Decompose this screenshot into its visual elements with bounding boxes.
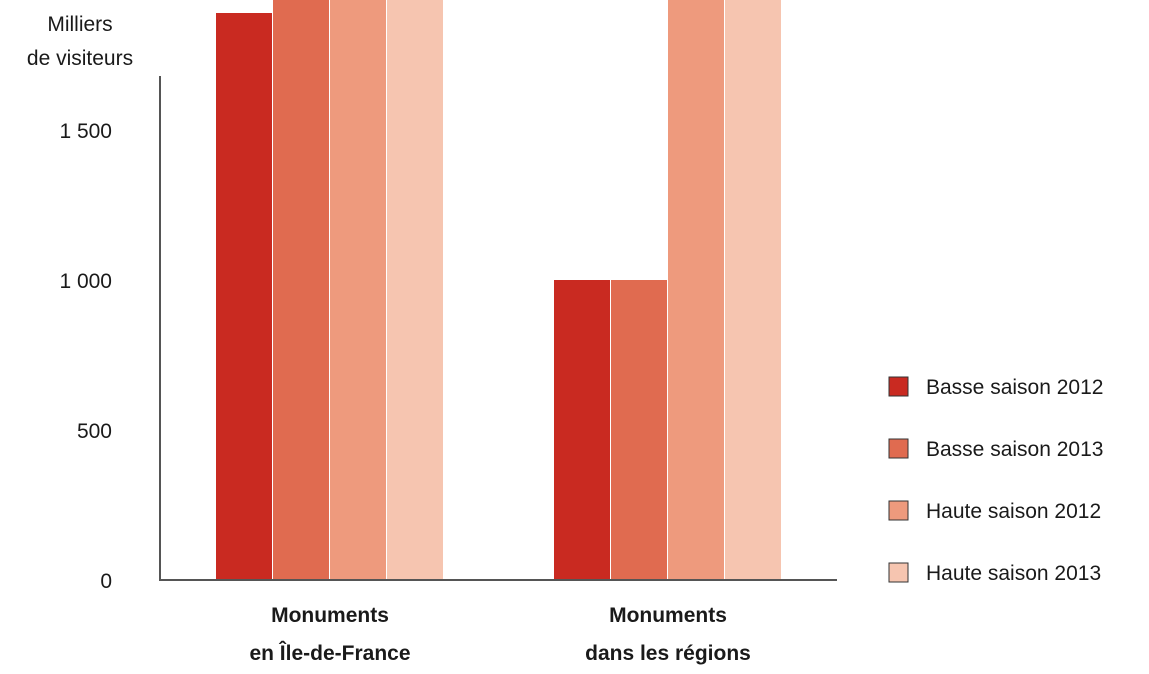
legend-item: Basse saison 2012 — [888, 376, 1103, 399]
x-category-label: Monuments — [609, 604, 727, 627]
legend-item: Basse saison 2013 — [888, 438, 1103, 461]
legend-label: Haute saison 2013 — [926, 562, 1101, 585]
bar — [554, 280, 610, 580]
y-axis-label-line: de visiteurs — [27, 47, 133, 70]
legend-label: Haute saison 2012 — [926, 500, 1101, 523]
x-category-label: Monuments — [271, 604, 389, 627]
x-axis-categories: Monuments en Île-de-France Monuments dans l… — [249, 604, 750, 665]
legend-swatch — [888, 500, 909, 521]
legend-swatch — [888, 376, 909, 397]
y-tick-label: 1 000 — [59, 270, 112, 293]
y-axis-label: Milliers de visiteurs — [27, 13, 133, 70]
bars — [216, 0, 781, 580]
bar — [273, 0, 329, 580]
legend-label: Basse saison 2013 — [926, 438, 1103, 461]
bar — [611, 280, 667, 580]
y-axis-label-line: Milliers — [47, 13, 112, 36]
y-tick-label: 0 — [100, 570, 112, 593]
legend: Basse saison 2012 Basse saison 2013 Haute … — [888, 376, 1103, 585]
legend-item: Haute saison 2013 — [888, 562, 1101, 585]
legend-label: Basse saison 2012 — [926, 376, 1103, 399]
y-tick-label: 500 — [77, 420, 112, 443]
bar — [725, 0, 781, 580]
legend-swatch — [888, 562, 909, 583]
legend-item: Haute saison 2012 — [888, 500, 1101, 523]
bar — [216, 13, 272, 580]
bar — [387, 0, 443, 580]
x-category-label: dans les régions — [585, 642, 751, 665]
bar — [330, 0, 386, 580]
x-category-label: en Île-de-France — [249, 641, 410, 665]
y-tick-label: 1 500 — [59, 120, 112, 143]
legend-swatch — [888, 438, 909, 459]
bar — [668, 0, 724, 580]
